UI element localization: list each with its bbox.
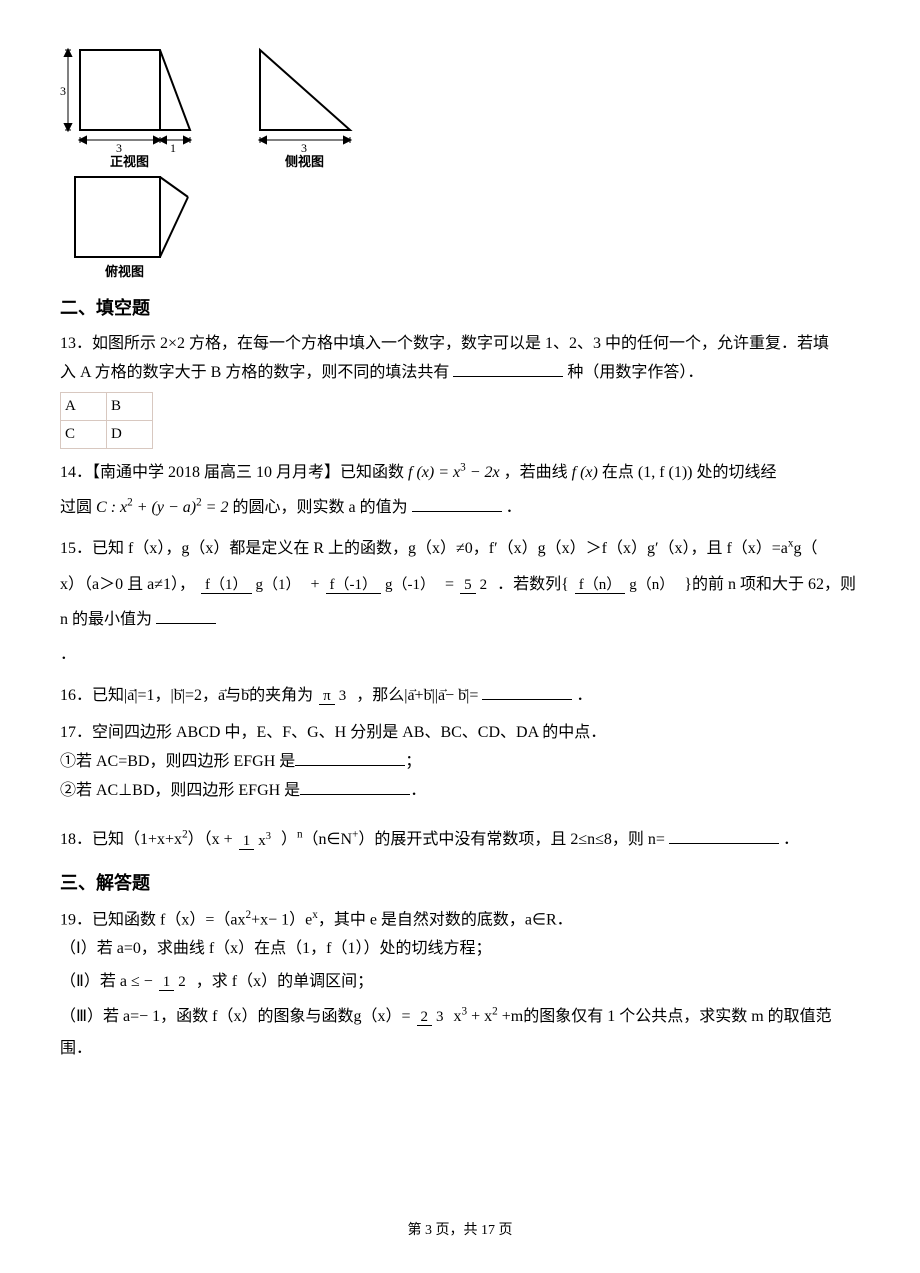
front-view-svg: 3 3 1 正视图 (60, 40, 205, 168)
q16: 16．已知|a|=1，|b|=2，a与b的夹角为 π3 ，那么|a+b||a− … (60, 678, 860, 713)
side-base-label: 3 (301, 141, 307, 155)
q13-cell-d: D (107, 420, 153, 448)
q17: 17．空间四边形 ABCD 中，E、F、G、H 分别是 AB、BC、CD、DA … (60, 719, 860, 805)
front-view-caption: 正视图 (110, 154, 149, 168)
q14-blank (412, 496, 502, 512)
front-height-label: 3 (60, 84, 66, 98)
q17-blank1 (295, 750, 405, 766)
three-view-diagrams: 3 3 1 正视图 3 侧视图 (60, 40, 860, 282)
top-view-caption: 俯视图 (105, 264, 144, 279)
q18: 18．已知（1+x+x2）（x + 1x3 ）n（n∈N+）的展开式中没有常数项… (60, 822, 860, 857)
diagram-bottom-row: 俯视图 (60, 172, 860, 282)
q13-grid: AB CD (60, 392, 153, 449)
q15: 15．已知 f（x），g（x）都是定义在 R 上的函数，g（x）≠0，f′（x）… (60, 531, 860, 672)
diagram-top-row: 3 3 1 正视图 3 侧视图 (60, 40, 860, 168)
q14: 14．【南通中学 2018 届高三 10 月月考】已知函数 f (x) = x3… (60, 455, 860, 525)
q13-line2b: 种（用数字作答）． (567, 364, 703, 381)
front-extra-label: 1 (170, 141, 176, 155)
q13-cell-a: A (61, 392, 107, 420)
section-solve-heading: 三、解答题 (60, 867, 860, 899)
q13: 13．如图所示 2×2 方格，在每一个方格中填入一个数字，数字可以是 1、2、3… (60, 330, 860, 449)
q14-prefix: 14．【南通中学 2018 届高三 10 月月考】已知函数 (60, 464, 408, 481)
q13-line2a: 入 A 方格的数字大于 B 方格的数字，则不同的填法共有 (60, 364, 449, 381)
q17-blank2 (300, 779, 410, 795)
q13-blank (453, 361, 563, 377)
q13-cell-c: C (61, 420, 107, 448)
side-view-caption: 侧视图 (285, 154, 324, 168)
side-view-svg: 3 侧视图 (245, 40, 365, 168)
q13-line1: 13．如图所示 2×2 方格，在每一个方格中填入一个数字，数字可以是 1、2、3… (60, 335, 829, 352)
section-fill-heading: 二、填空题 (60, 292, 860, 324)
top-view-svg: 俯视图 (60, 172, 205, 282)
q15-blank (156, 608, 216, 624)
page-number: 第 3 页，共 17 页 (0, 1218, 920, 1243)
q19: 19．已知函数 f（x）=（ax2+x− 1）ex，其中 e 是自然对数的底数，… (60, 905, 860, 1063)
front-base-label: 3 (116, 141, 122, 155)
q18-blank (669, 828, 779, 844)
q16-blank (482, 684, 572, 700)
q13-cell-b: B (107, 392, 153, 420)
